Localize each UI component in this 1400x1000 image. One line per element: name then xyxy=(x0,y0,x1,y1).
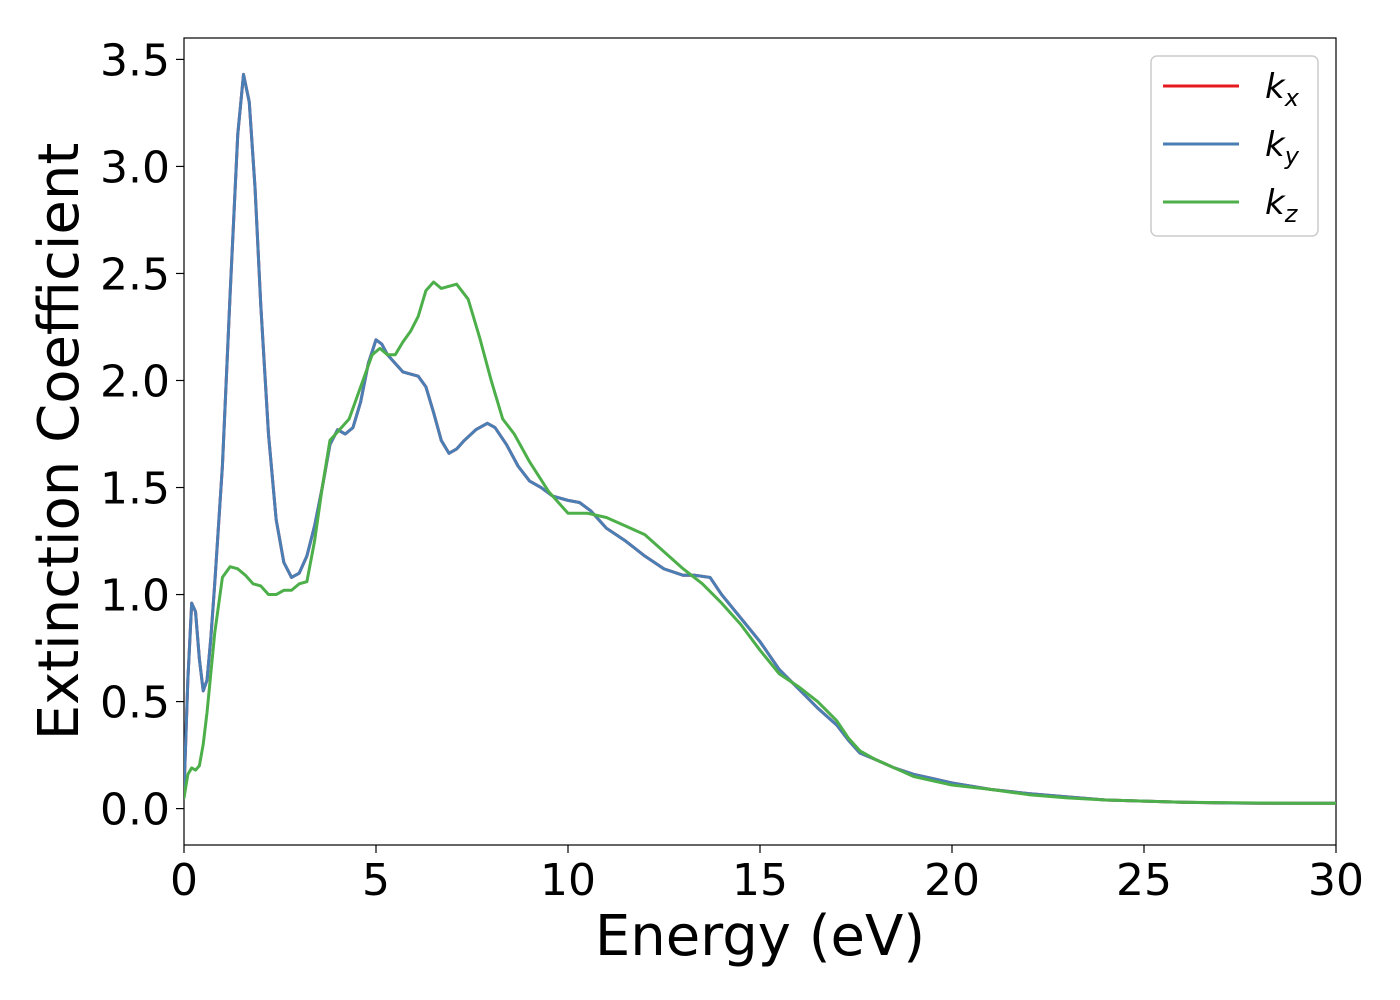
x-tick-label: 0 xyxy=(170,855,198,906)
legend-subscript: x xyxy=(1284,84,1300,112)
y-tick-label: 1.0 xyxy=(100,571,170,622)
y-axis-label: Extinction Coefficient xyxy=(27,143,92,741)
x-tick-label: 10 xyxy=(540,855,596,906)
x-tick-label: 25 xyxy=(1116,855,1172,906)
x-tick-label: 5 xyxy=(362,855,390,906)
legend-subscript: y xyxy=(1284,142,1300,170)
legend-symbol: k xyxy=(1265,183,1286,223)
x-axis-label: Energy (eV) xyxy=(595,904,925,969)
y-tick-label: 0.5 xyxy=(100,678,170,729)
legend-symbol: k xyxy=(1265,125,1286,165)
y-tick-label: 3.0 xyxy=(100,142,170,193)
legend-label-x: kx xyxy=(1265,67,1300,112)
y-tick-label: 3.5 xyxy=(100,35,170,86)
x-tick-label: 20 xyxy=(924,855,980,906)
legend-box xyxy=(1150,55,1319,237)
x-tick-label: 30 xyxy=(1308,855,1364,906)
y-tick-label: 1.5 xyxy=(100,464,170,515)
legend-label-y: ky xyxy=(1265,125,1300,170)
y-axis-ticks: 0.0 0.5 1.0 1.5 2.0 2.5 3.0 3.5 xyxy=(100,35,184,836)
y-tick-label: 2.0 xyxy=(100,356,170,407)
y-tick-label: 0.0 xyxy=(100,785,170,836)
x-tick-label: 15 xyxy=(732,855,788,906)
series-layer xyxy=(184,72,1336,805)
x-axis-ticks: 0 5 10 15 20 25 30 xyxy=(170,845,1364,906)
legend-label-z: kz xyxy=(1265,183,1299,228)
y-tick-label: 2.5 xyxy=(100,249,170,300)
legend-symbol: k xyxy=(1265,67,1286,107)
series-line-z xyxy=(184,280,1336,805)
legend-subscript: z xyxy=(1284,200,1299,228)
